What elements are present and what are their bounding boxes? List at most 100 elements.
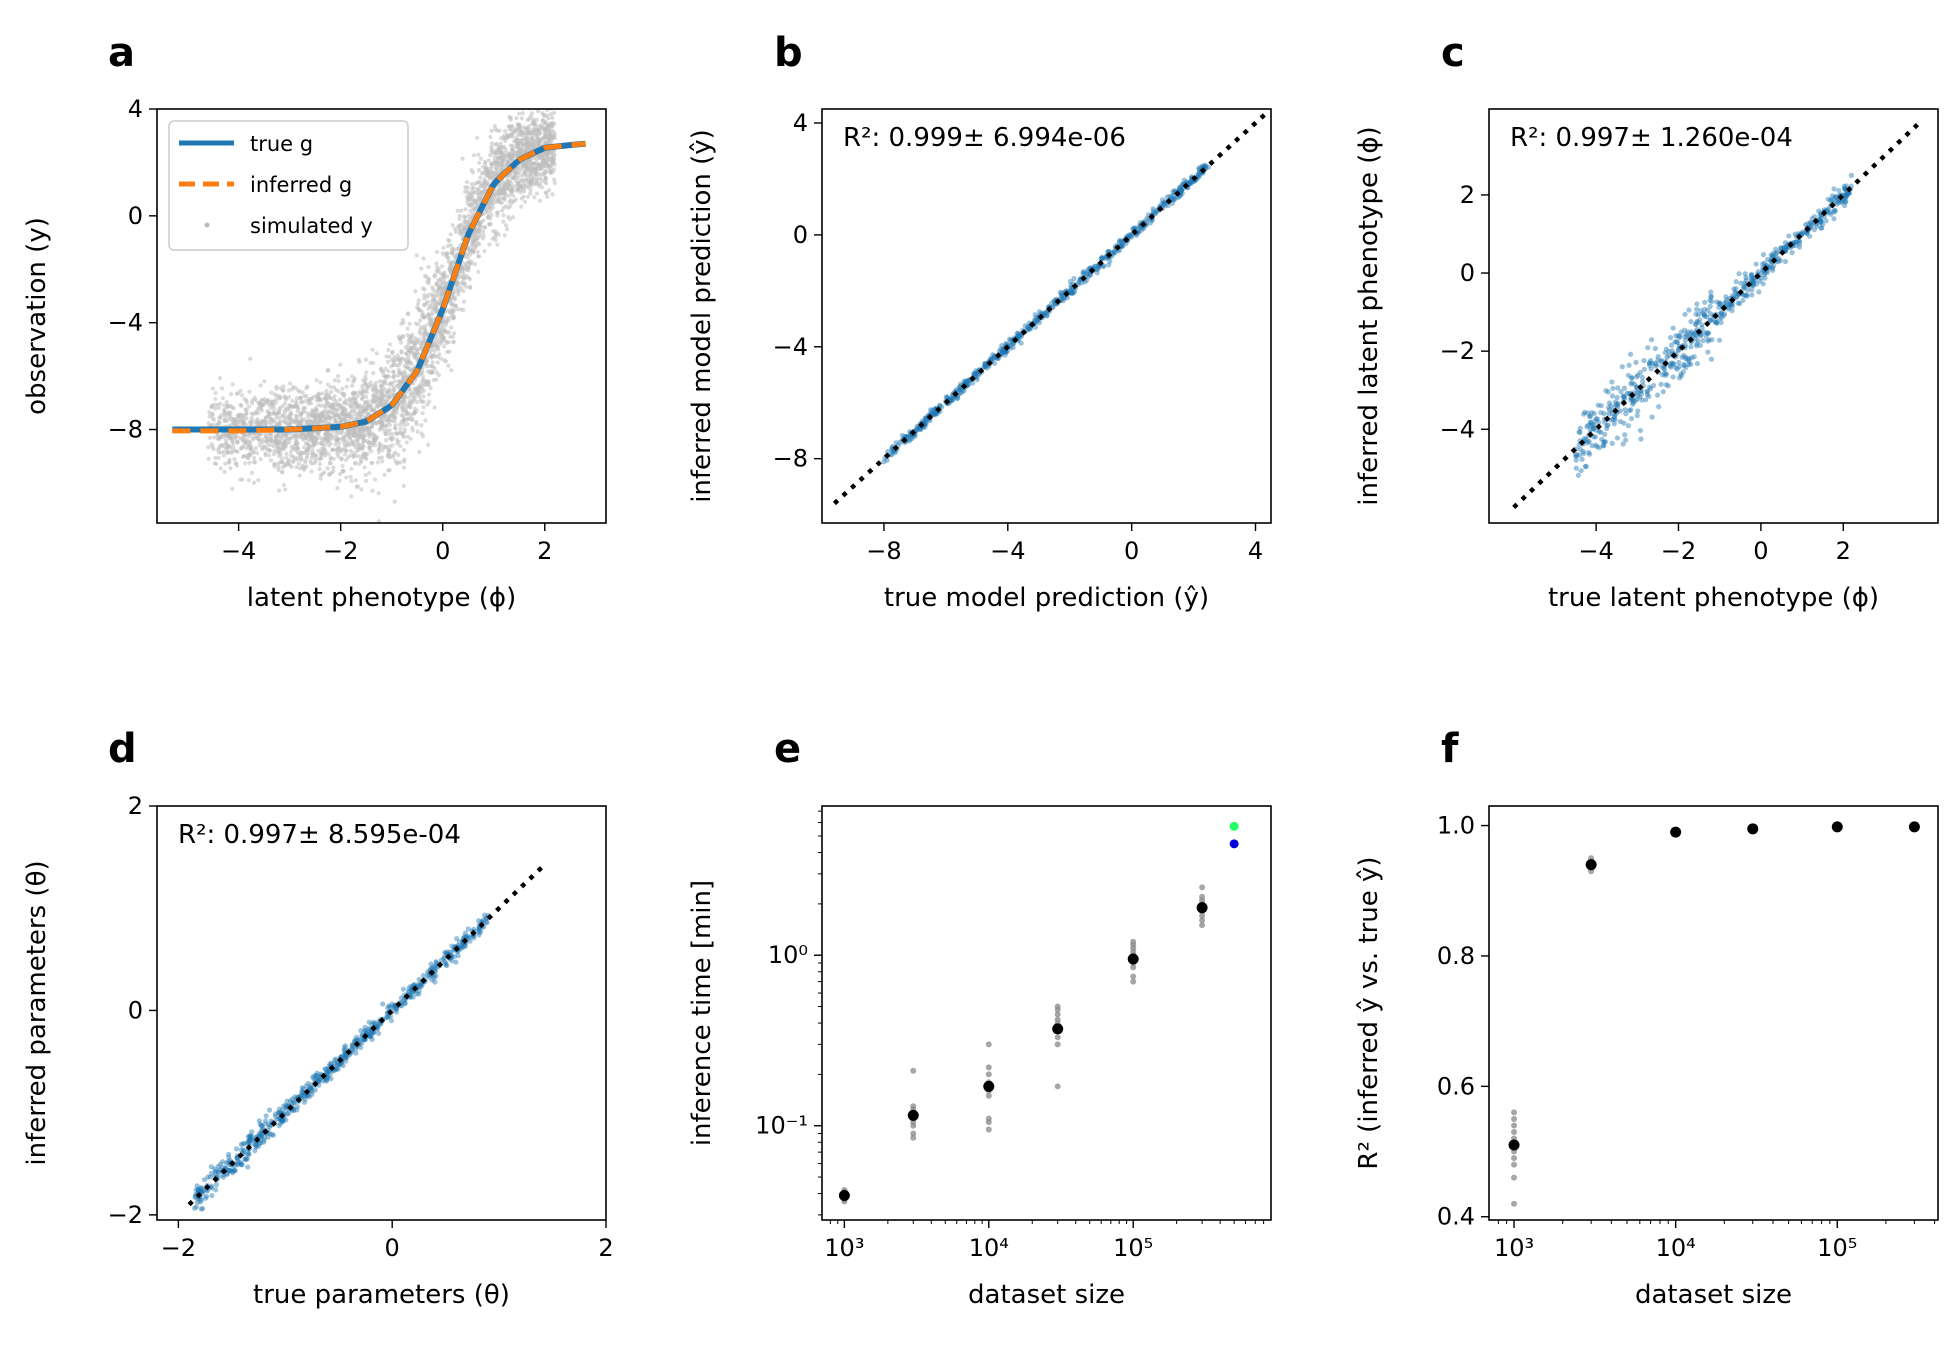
simulated-point <box>421 394 426 399</box>
data-point <box>918 426 924 433</box>
data-point <box>1197 172 1203 178</box>
simulated-point <box>432 297 437 302</box>
simulated-point <box>408 405 413 410</box>
simulated-point <box>218 376 223 381</box>
simulated-point <box>216 445 222 450</box>
simulated-point <box>292 446 297 452</box>
simulated-point <box>371 370 376 376</box>
simulated-point <box>535 172 541 177</box>
simulated-point <box>476 254 481 259</box>
simulated-point <box>235 391 241 396</box>
data-point <box>1617 418 1624 425</box>
simulated-point <box>540 152 545 157</box>
data-point <box>1633 359 1639 366</box>
simulated-point <box>535 136 540 141</box>
simulated-point <box>318 452 324 457</box>
simulated-point <box>461 299 467 304</box>
simulated-point <box>480 236 486 241</box>
simulated-point <box>450 310 455 315</box>
data-point <box>1106 262 1112 268</box>
simulated-point <box>478 180 483 185</box>
simulated-point <box>483 164 489 170</box>
simulated-point <box>286 395 292 400</box>
simulated-point <box>295 408 300 414</box>
simulated-point <box>508 132 514 137</box>
simulated-point <box>436 278 441 283</box>
simulated-point <box>318 380 323 385</box>
simulated-point <box>239 403 244 408</box>
simulated-point <box>533 161 538 167</box>
data-point <box>1694 301 1700 307</box>
data-point <box>1091 263 1098 269</box>
simulated-point <box>541 121 547 126</box>
simulated-point <box>416 391 422 397</box>
simulated-point <box>325 430 330 435</box>
data-point <box>1635 408 1641 414</box>
simulated-point <box>360 396 365 401</box>
simulated-point <box>510 143 515 148</box>
simulated-point <box>338 419 344 424</box>
simulated-point <box>445 255 450 260</box>
simulated-point <box>513 127 518 132</box>
data-point <box>1094 266 1100 272</box>
simulated-point <box>309 432 314 437</box>
data-point <box>999 347 1005 353</box>
simulated-point <box>489 162 494 167</box>
simulated-point <box>348 474 353 480</box>
simulated-point <box>387 454 392 459</box>
simulated-point <box>290 459 296 464</box>
simulated-point <box>432 366 438 371</box>
simulated-point <box>244 400 249 405</box>
simulated-point <box>218 435 223 440</box>
simulated-point <box>259 408 264 413</box>
simulated-point <box>509 156 515 161</box>
simulated-point <box>446 330 452 335</box>
simulated-point <box>318 435 323 440</box>
simulated-point <box>414 253 419 258</box>
simulated-point <box>352 461 358 466</box>
simulated-point <box>449 325 454 330</box>
simulated-point <box>240 444 246 449</box>
simulated-point <box>368 360 373 365</box>
simulated-point <box>327 460 332 466</box>
simulated-point <box>363 455 368 460</box>
simulated-point <box>390 409 395 414</box>
simulated-point <box>472 190 477 195</box>
simulated-point <box>548 170 554 175</box>
simulated-point <box>206 421 211 426</box>
simulated-point <box>528 142 533 147</box>
simulated-point <box>282 416 287 421</box>
simulated-point <box>504 153 509 158</box>
simulated-point <box>544 168 550 173</box>
simulated-point <box>426 382 432 387</box>
simulated-point <box>534 178 539 183</box>
data-point <box>1708 356 1715 362</box>
simulated-point <box>350 383 355 388</box>
simulated-point <box>318 476 323 481</box>
simulated-point <box>355 430 360 435</box>
simulated-point <box>518 190 523 195</box>
simulated-point <box>374 435 380 440</box>
simulated-point <box>476 269 481 274</box>
simulated-point <box>495 156 501 161</box>
simulated-point <box>398 444 403 449</box>
simulated-point <box>414 387 419 393</box>
data-point <box>1017 332 1023 339</box>
simulated-point <box>379 455 385 460</box>
simulated-point <box>535 109 541 114</box>
data-point <box>1061 295 1067 301</box>
panel-plot-area-c <box>1512 122 1919 510</box>
simulated-point <box>348 404 353 409</box>
data-point <box>1760 252 1767 258</box>
simulated-point <box>298 395 303 401</box>
simulated-point <box>453 286 458 291</box>
simulated-point <box>235 440 240 445</box>
simulated-point <box>405 312 411 317</box>
simulated-point <box>438 287 444 292</box>
simulated-point <box>520 99 524 103</box>
simulated-point <box>435 360 440 365</box>
simulated-point <box>448 262 453 268</box>
data-point <box>909 435 915 442</box>
simulated-point <box>429 355 434 360</box>
simulated-point <box>513 197 518 202</box>
